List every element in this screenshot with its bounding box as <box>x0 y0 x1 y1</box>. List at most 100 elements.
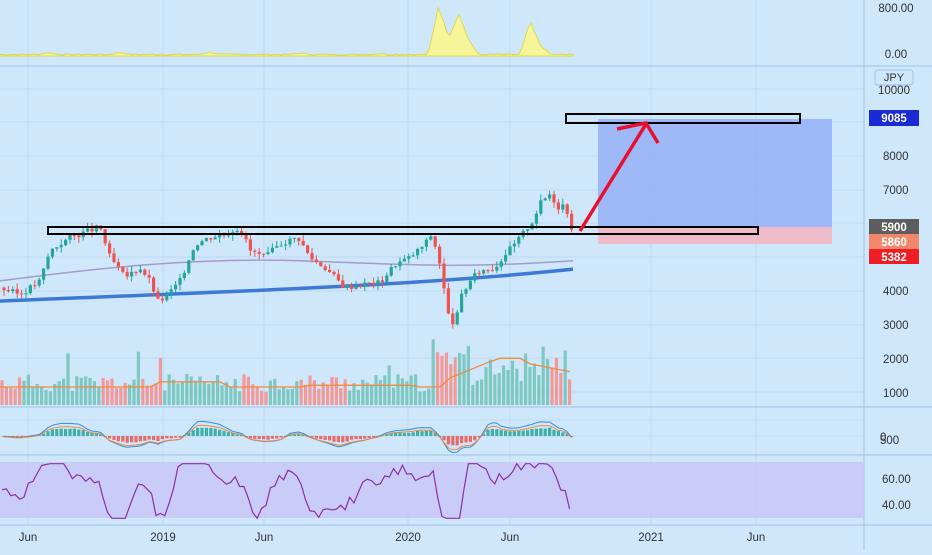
candle-body <box>266 252 270 255</box>
candle-body <box>367 282 371 284</box>
candle-body <box>433 236 437 247</box>
candle-body <box>270 247 274 253</box>
price-pane[interactable] <box>0 113 832 405</box>
macd-histogram-bar <box>495 429 499 436</box>
volume-bar <box>198 376 202 405</box>
candle-body <box>363 282 367 287</box>
volume-bar <box>277 389 281 405</box>
macd-histogram-bar <box>134 436 138 443</box>
candle-body <box>455 312 459 325</box>
macd-histogram-bar <box>323 436 327 440</box>
volume-bar <box>167 374 171 405</box>
candle-body <box>354 286 358 289</box>
candle-body <box>385 275 389 282</box>
macd-signal-line <box>3 424 572 451</box>
candle-body <box>477 273 481 275</box>
macd-histogram-bar <box>416 431 420 436</box>
volume-bar <box>242 374 246 405</box>
volume-bar <box>62 378 66 405</box>
volume-bar <box>524 353 528 405</box>
macd-histogram-bar <box>297 433 301 436</box>
macd-histogram-bar <box>116 436 120 442</box>
macd-histogram-bar <box>350 436 354 440</box>
macd-histogram-bar <box>301 434 305 436</box>
candle-body <box>191 250 195 261</box>
macd-tick-0: 0 <box>880 432 886 444</box>
volume-bar <box>427 388 431 405</box>
macd-histogram-bar <box>86 432 90 436</box>
volume-bar <box>497 372 501 405</box>
candle-body <box>59 245 63 248</box>
price-tick-10000: 10000 <box>878 85 910 97</box>
currency-badge[interactable] <box>874 69 914 86</box>
macd-histogram-bar <box>226 432 230 436</box>
candle-body <box>257 251 261 254</box>
price-axis[interactable]: 800.00 0.00 JPY 10000 8000 7000 4000 300… <box>869 3 919 512</box>
entry-price-badge[interactable] <box>869 219 919 234</box>
macd-histogram-bar <box>218 429 222 436</box>
macd-histogram-bar <box>121 436 125 442</box>
volume-bar <box>365 382 369 405</box>
candle-body <box>90 228 94 232</box>
candle-body <box>235 230 239 233</box>
volume-bar <box>163 390 167 405</box>
macd-histogram-bar <box>402 432 406 436</box>
macd-pane[interactable] <box>2 420 574 454</box>
macd-histogram-bar <box>152 436 156 441</box>
stop-price-badge[interactable] <box>869 249 919 264</box>
candle-body <box>350 285 354 289</box>
candle-body <box>248 239 252 251</box>
candle-body <box>561 204 565 210</box>
volume-bar <box>66 353 70 405</box>
projection-arrow-head[interactable] <box>616 121 660 144</box>
last-price-badge[interactable] <box>869 234 919 249</box>
volume-bar <box>106 380 110 405</box>
macd-histogram-bar <box>534 428 538 436</box>
time-label-jun-2019: Jun <box>255 532 274 544</box>
macd-histogram-bar <box>499 430 503 436</box>
candle-body <box>328 270 332 272</box>
macd-histogram-bar <box>15 436 19 438</box>
macd-histogram-bar <box>20 436 24 437</box>
stop-zone[interactable] <box>598 227 832 244</box>
volume-bar <box>532 363 536 405</box>
currency-label: JPY <box>884 72 905 84</box>
macd-histogram-bar <box>508 431 512 436</box>
time-label-jun-2020: Jun <box>501 532 520 544</box>
rsi-pane[interactable] <box>1 462 571 520</box>
volume-bar <box>299 379 303 405</box>
volume-bar <box>101 378 105 405</box>
macd-histogram-bar <box>473 436 477 441</box>
candle-body <box>33 285 37 287</box>
candle-body <box>28 285 32 294</box>
volume-bar <box>260 390 264 405</box>
target-zone[interactable] <box>598 119 832 227</box>
candle-body <box>152 277 156 292</box>
target-price-badge[interactable] <box>869 110 919 126</box>
volume-bar <box>405 381 409 405</box>
volume-bar <box>18 377 22 405</box>
entry-price-value: 5900 <box>881 222 907 234</box>
macd-histogram-bar <box>196 427 200 436</box>
volume-bar <box>286 389 290 405</box>
volume-bar <box>180 381 184 405</box>
macd-histogram-bar <box>504 430 508 436</box>
volume-bar <box>466 345 470 405</box>
candle-body <box>103 229 107 244</box>
macd-histogram-bar <box>165 436 169 439</box>
macd-histogram-bar <box>482 433 486 436</box>
price-tick-1000: 1000 <box>883 388 909 400</box>
candle-body <box>213 237 217 240</box>
target-level-box[interactable] <box>565 113 801 124</box>
macd-histogram-bar <box>420 431 424 436</box>
macd-histogram-bar <box>231 432 235 436</box>
time-axis[interactable]: Jun 2019 Jun 2020 Jun 2021 Jun <box>19 532 766 544</box>
candle-body <box>121 266 125 272</box>
resistance-level-box[interactable] <box>47 226 759 235</box>
volume-bar <box>312 380 316 405</box>
indicator-tick-0: 0.00 <box>885 49 907 61</box>
projection-arrow-shaft[interactable] <box>578 123 648 232</box>
price-tick-2000: 2000 <box>883 354 909 366</box>
indicator-pane[interactable] <box>0 5 574 57</box>
volume-bar <box>194 380 198 405</box>
